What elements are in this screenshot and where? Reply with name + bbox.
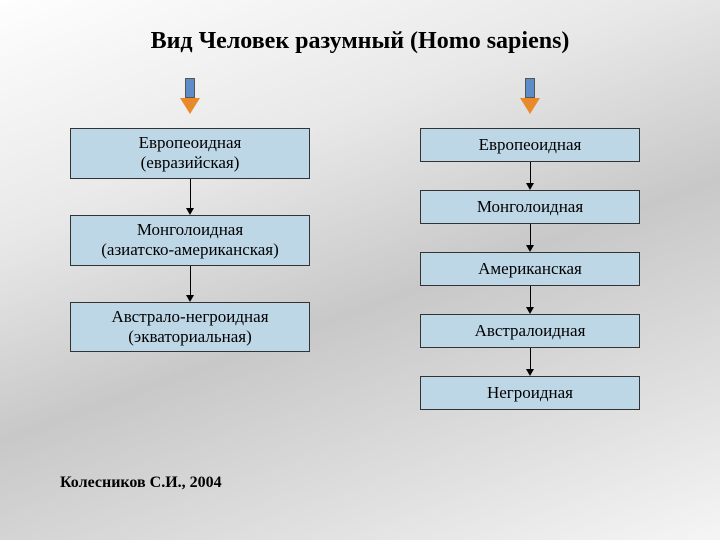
big-arrow-right xyxy=(520,78,540,114)
arrow-stem xyxy=(525,78,535,98)
node: Монголоидная xyxy=(420,190,640,224)
footer-citation: Колесников С.И., 2004 xyxy=(60,474,222,492)
node: Монголоидная (азиатско-американская) xyxy=(70,215,310,266)
node: Европеоидная xyxy=(420,128,640,162)
left-column: Европеоидная (евразийская) Монголоидная (… xyxy=(60,78,320,352)
connector-arrow xyxy=(526,348,534,376)
connector-arrow xyxy=(186,266,194,302)
right-column: Европеоидная Монголоидная Американская Авст… xyxy=(400,78,660,410)
arrow-stem xyxy=(185,78,195,98)
connector-arrow xyxy=(526,162,534,190)
connector-arrow xyxy=(186,179,194,215)
page-title: Вид Человек разумный (Homo sapiens) xyxy=(0,28,720,55)
node: Австрало-негроидная (экваториальная) xyxy=(70,302,310,353)
big-arrow-left xyxy=(180,78,200,114)
connector-arrow xyxy=(526,286,534,314)
arrow-head xyxy=(520,98,540,114)
node: Австралоидная xyxy=(420,314,640,348)
node: Негроидная xyxy=(420,376,640,410)
arrow-head xyxy=(180,98,200,114)
node: Американская xyxy=(420,252,640,286)
node: Европеоидная (евразийская) xyxy=(70,128,310,179)
connector-arrow xyxy=(526,224,534,252)
